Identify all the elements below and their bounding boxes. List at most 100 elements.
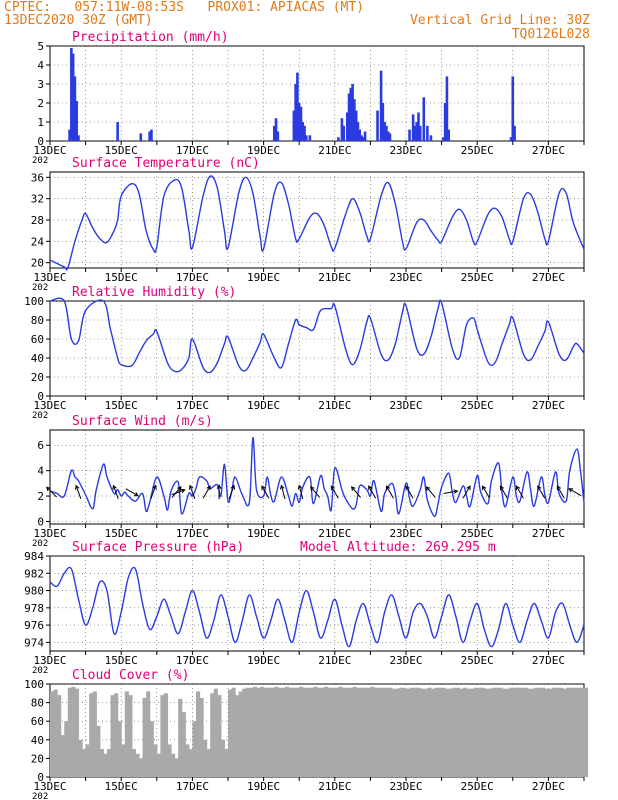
cloud-bar (167, 744, 172, 777)
cloud-bar (146, 691, 151, 777)
cloud-bar (149, 721, 154, 777)
wind-arrow-head (206, 485, 211, 491)
cloud-bar (217, 695, 222, 777)
cloud-bar (370, 686, 375, 777)
wind-xtick-label: 19DEC (247, 527, 280, 540)
header-grid-line: Vertical Grid Line: 30Z (409, 13, 590, 28)
cloud-bar (327, 687, 332, 777)
cloud-bar (281, 687, 286, 777)
temp-ytick-label: 32 (31, 193, 44, 206)
pres-ytick-label: 978 (24, 602, 44, 615)
cloud-bar (341, 687, 347, 777)
rh-ytick-label: 20 (31, 371, 44, 384)
cloud-bar (128, 695, 133, 777)
wind-arrow-head (310, 486, 315, 491)
precip-bar (349, 87, 353, 141)
cloud-bar (96, 725, 101, 777)
cloud-bar (74, 688, 80, 777)
wind-arrow-shaft (482, 485, 491, 499)
cloud-bar (359, 687, 364, 777)
rh-xtick-label: 23DEC (389, 399, 422, 412)
wind-arrow-head (499, 485, 505, 491)
wind-arrow-shaft (462, 485, 471, 499)
pres-xtick-label: 25DEC (461, 654, 494, 667)
wind-xtick-label: 23DEC (389, 527, 422, 540)
wind-arrow-shaft (499, 485, 508, 499)
cloud-bar (562, 688, 567, 777)
wind-arrow-head (230, 484, 236, 490)
wind-arrow-head (297, 484, 303, 490)
precip-bar (272, 125, 276, 141)
cloud-bar (477, 687, 482, 777)
cloud-bar (541, 687, 546, 777)
cloud-ytick-label: 100 (24, 678, 44, 691)
rh-xtick-label: 21DEC (318, 399, 351, 412)
pres-year-label: 202 (32, 666, 48, 676)
cloud-bar (260, 686, 265, 777)
precip-bar (447, 129, 451, 141)
precip-ytick-label: 0 (37, 135, 44, 148)
wind-arrow-head (216, 484, 222, 489)
wind-arrow-shaft (46, 486, 58, 498)
precip-bar (415, 122, 418, 141)
rh-xtick-label: 13DEC (33, 399, 66, 412)
rh-title: Relative Humidity (%) (72, 285, 236, 300)
precip-ytick-label: 1 (37, 116, 44, 129)
cloud-ytick-label: 60 (31, 715, 44, 728)
cloud-bar (395, 688, 400, 777)
cloud-xtick-label: 19DEC (247, 780, 280, 793)
cloud-bar (402, 687, 407, 777)
cloud-bar (530, 688, 535, 777)
wind-arrow-shaft (150, 485, 157, 499)
cloud-bar (459, 688, 464, 777)
precip-bar (353, 99, 356, 141)
cloud-bar (181, 711, 186, 777)
precip-bar (301, 122, 305, 141)
wind-arrow-head (515, 485, 521, 491)
wind-arrow-head (46, 486, 51, 492)
cloud-bar (117, 721, 122, 777)
cloud-bar (213, 688, 218, 777)
cloud-bar (277, 687, 282, 777)
cloud-bar (544, 688, 549, 777)
cloud-bar (352, 686, 357, 777)
precip-bar (150, 129, 153, 141)
cloud-bar (505, 688, 510, 777)
precip-bar (386, 131, 390, 141)
cloud-bar (153, 744, 158, 777)
cloud-bar (473, 687, 478, 777)
precip-bar (347, 93, 351, 141)
precip-bar (71, 53, 75, 141)
precip-bar (77, 135, 80, 141)
temp-ytick-label: 20 (31, 257, 44, 270)
cloud-bar (99, 749, 104, 777)
cloud-bar (441, 687, 446, 777)
cloud-bar (534, 687, 539, 777)
cloud-bar (523, 687, 528, 777)
wind-arrow-shaft (75, 485, 82, 499)
wind-arrow-shaft (171, 486, 182, 498)
cloud-bar (228, 689, 233, 777)
cloud-bar (509, 687, 514, 777)
wind-arrow-head (176, 486, 182, 491)
wind-title: Surface Wind (m/s) (72, 414, 213, 429)
precip-bar (303, 125, 306, 141)
pres-series-line (49, 566, 585, 648)
cloud-bar (576, 687, 582, 777)
cloud-bar (249, 687, 254, 777)
cloud-bar (555, 687, 560, 777)
precip-bar (363, 131, 367, 141)
wind-arrow-head (453, 489, 459, 494)
wind-arrow-shaft (280, 485, 286, 500)
precip-bar (388, 133, 392, 141)
wind-arrow-head (350, 486, 356, 491)
precip-bar (408, 129, 411, 141)
cloud-bar (516, 687, 521, 777)
wind-ytick-label: 0 (37, 515, 44, 528)
cloud-bar (466, 688, 471, 777)
precip-xtick-label: 13DEC (33, 144, 66, 157)
wind-arrow-shaft (368, 485, 377, 499)
pres-xtick-label: 27DEC (532, 654, 565, 667)
wind-xtick-label: 21DEC (318, 527, 351, 540)
precip-bar (351, 84, 354, 141)
